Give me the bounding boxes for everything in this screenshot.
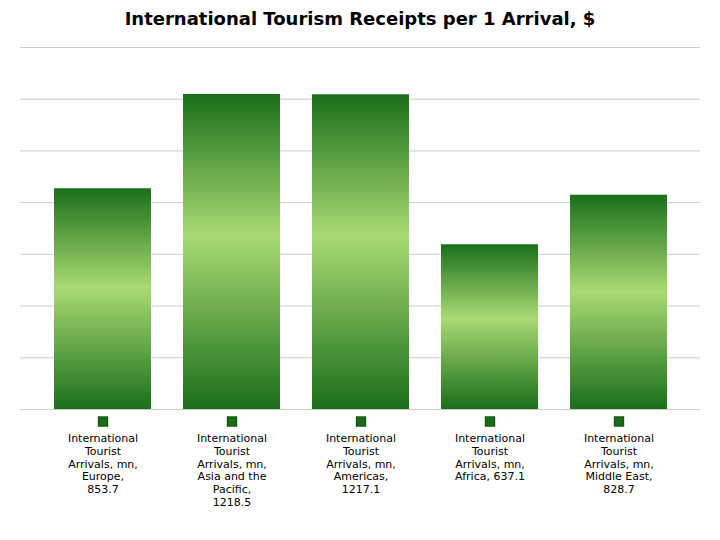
html-text:International Tourism Receipts: International Tourism Receipts per 1 Arr… bbox=[124, 8, 596, 29]
svg-text:InternationalTouristArrivals,: InternationalTouristArrivals, mn,Europe,… bbox=[68, 432, 138, 496]
svg-text:InternationalTouristArrivals,: InternationalTouristArrivals, mn,Asia an… bbox=[197, 432, 267, 508]
svg-text:InternationalTouristArrivals,: InternationalTouristArrivals, mn,America… bbox=[326, 432, 396, 496]
svg-text:InternationalTouristArrivals,: InternationalTouristArrivals, mn,Africa,… bbox=[455, 432, 525, 483]
svg-text:InternationalTouristArrivals,: InternationalTouristArrivals, mn,Middle … bbox=[584, 432, 654, 496]
